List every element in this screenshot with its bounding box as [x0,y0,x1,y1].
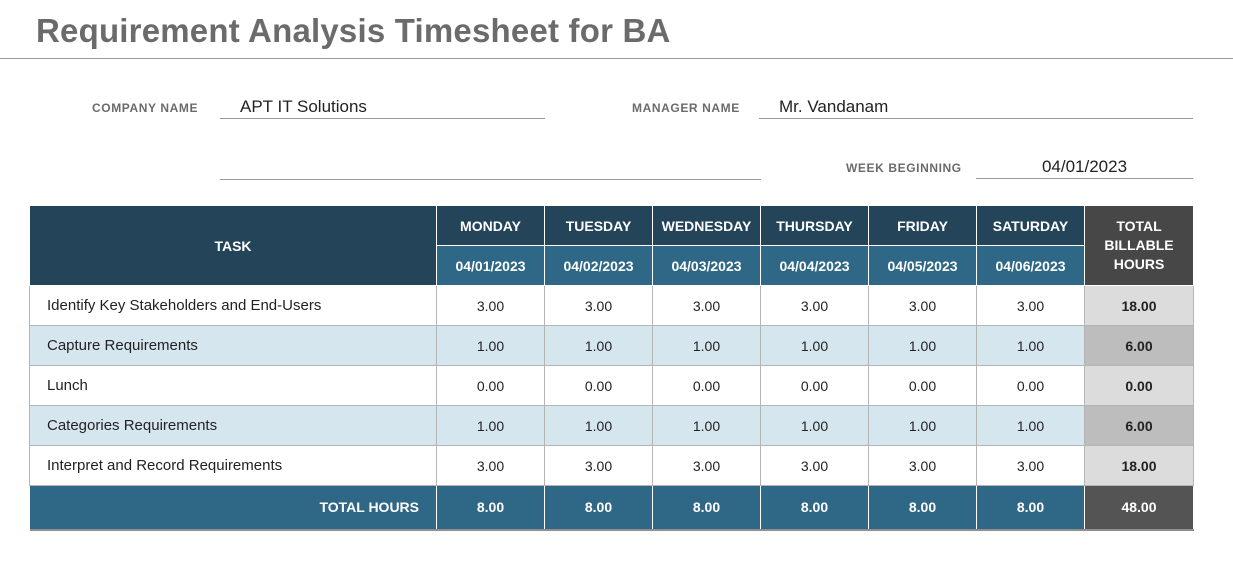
task-cell[interactable]: Lunch [29,365,437,406]
day-header: SATURDAY [976,205,1085,246]
table-row: Categories Requirements 1.00 1.00 1.00 1… [29,405,1194,446]
day-header: WEDNESDAY [652,205,761,246]
day-header: THURSDAY [760,205,869,246]
hours-cell[interactable]: 1.00 [760,405,869,446]
hours-cell[interactable]: 0.00 [976,365,1085,406]
hours-cell[interactable]: 1.00 [652,325,761,366]
hours-cell[interactable]: 3.00 [652,445,761,486]
row-total-cell: 18.00 [1084,285,1194,326]
table-row: Identify Key Stakeholders and End-Users … [29,285,1194,326]
day-header: MONDAY [436,205,545,246]
company-name-label: COMPANY NAME [92,101,199,115]
hours-cell[interactable]: 3.00 [544,445,653,486]
date-header: 04/01/2023 [436,245,545,286]
row-total-cell: 18.00 [1084,445,1194,486]
table-row: Interpret and Record Requirements 3.00 3… [29,445,1194,486]
manager-name-label: MANAGER NAME [632,101,740,115]
task-cell[interactable]: Interpret and Record Requirements [29,445,437,486]
task-cell[interactable]: Capture Requirements [29,325,437,366]
hours-cell[interactable]: 0.00 [652,365,761,406]
hours-cell[interactable]: 3.00 [976,285,1085,326]
day-total-cell: 8.00 [544,485,653,531]
hours-cell[interactable]: 3.00 [868,285,977,326]
hours-cell[interactable]: 3.00 [760,445,869,486]
week-beginning-label: WEEK BEGINNING [846,161,962,175]
day-total-cell: 8.00 [436,485,545,531]
hours-cell[interactable]: 3.00 [544,285,653,326]
day-total-cell: 8.00 [976,485,1085,531]
week-beginning-field[interactable]: 04/01/2023 [976,157,1193,179]
day-total-cell: 8.00 [868,485,977,531]
hours-cell[interactable]: 3.00 [976,445,1085,486]
hours-cell[interactable]: 1.00 [544,325,653,366]
manager-name-field[interactable]: Mr. Vandanam [759,97,1193,119]
hours-cell[interactable]: 3.00 [868,445,977,486]
hours-cell[interactable]: 1.00 [436,325,545,366]
day-header: TUESDAY [544,205,653,246]
hours-cell[interactable]: 0.00 [868,365,977,406]
hours-cell[interactable]: 1.00 [652,405,761,446]
total-hours-row: TOTAL HOURS 8.00 8.00 8.00 8.00 8.00 8.0… [29,485,1194,531]
title-divider [0,58,1233,59]
company-name-field[interactable]: APT IT Solutions [220,97,545,119]
total-billable-header: TOTAL BILLABLE HOURS [1084,205,1194,286]
task-column-header: TASK [29,205,437,286]
row-total-cell: 6.00 [1084,405,1194,446]
date-header: 04/06/2023 [976,245,1085,286]
day-total-cell: 8.00 [760,485,869,531]
hours-cell[interactable]: 1.00 [868,405,977,446]
task-cell[interactable]: Identify Key Stakeholders and End-Users [29,285,437,326]
hours-cell[interactable]: 1.00 [976,325,1085,366]
hours-cell[interactable]: 3.00 [760,285,869,326]
hours-cell[interactable]: 0.00 [436,365,545,406]
hours-cell[interactable]: 1.00 [976,405,1085,446]
date-header: 04/02/2023 [544,245,653,286]
date-header: 04/04/2023 [760,245,869,286]
row-total-cell: 0.00 [1084,365,1194,406]
day-total-cell: 8.00 [652,485,761,531]
task-cell[interactable]: Categories Requirements [29,405,437,446]
grand-total-cell: 48.00 [1084,485,1194,531]
day-header: FRIDAY [868,205,977,246]
hours-cell[interactable]: 1.00 [544,405,653,446]
table-row: Lunch 0.00 0.00 0.00 0.00 0.00 0.00 0.00 [29,365,1194,406]
date-header: 04/03/2023 [652,245,761,286]
timesheet-table: TASK MONDAY TUESDAY WEDNESDAY THURSDAY F… [29,205,1194,531]
blank-field-line[interactable] [220,179,761,180]
hours-cell[interactable]: 3.00 [436,285,545,326]
total-billable-label: TOTAL BILLABLE HOURS [1104,218,1174,272]
table-row: Capture Requirements 1.00 1.00 1.00 1.00… [29,325,1194,366]
hours-cell[interactable]: 1.00 [436,405,545,446]
hours-cell[interactable]: 1.00 [760,325,869,366]
total-hours-label: TOTAL HOURS [29,485,437,531]
page-title: Requirement Analysis Timesheet for BA [36,12,671,49]
hours-cell[interactable]: 0.00 [760,365,869,406]
hours-cell[interactable]: 1.00 [868,325,977,366]
hours-cell[interactable]: 3.00 [436,445,545,486]
date-header: 04/05/2023 [868,245,977,286]
hours-cell[interactable]: 3.00 [652,285,761,326]
row-total-cell: 6.00 [1084,325,1194,366]
hours-cell[interactable]: 0.00 [544,365,653,406]
